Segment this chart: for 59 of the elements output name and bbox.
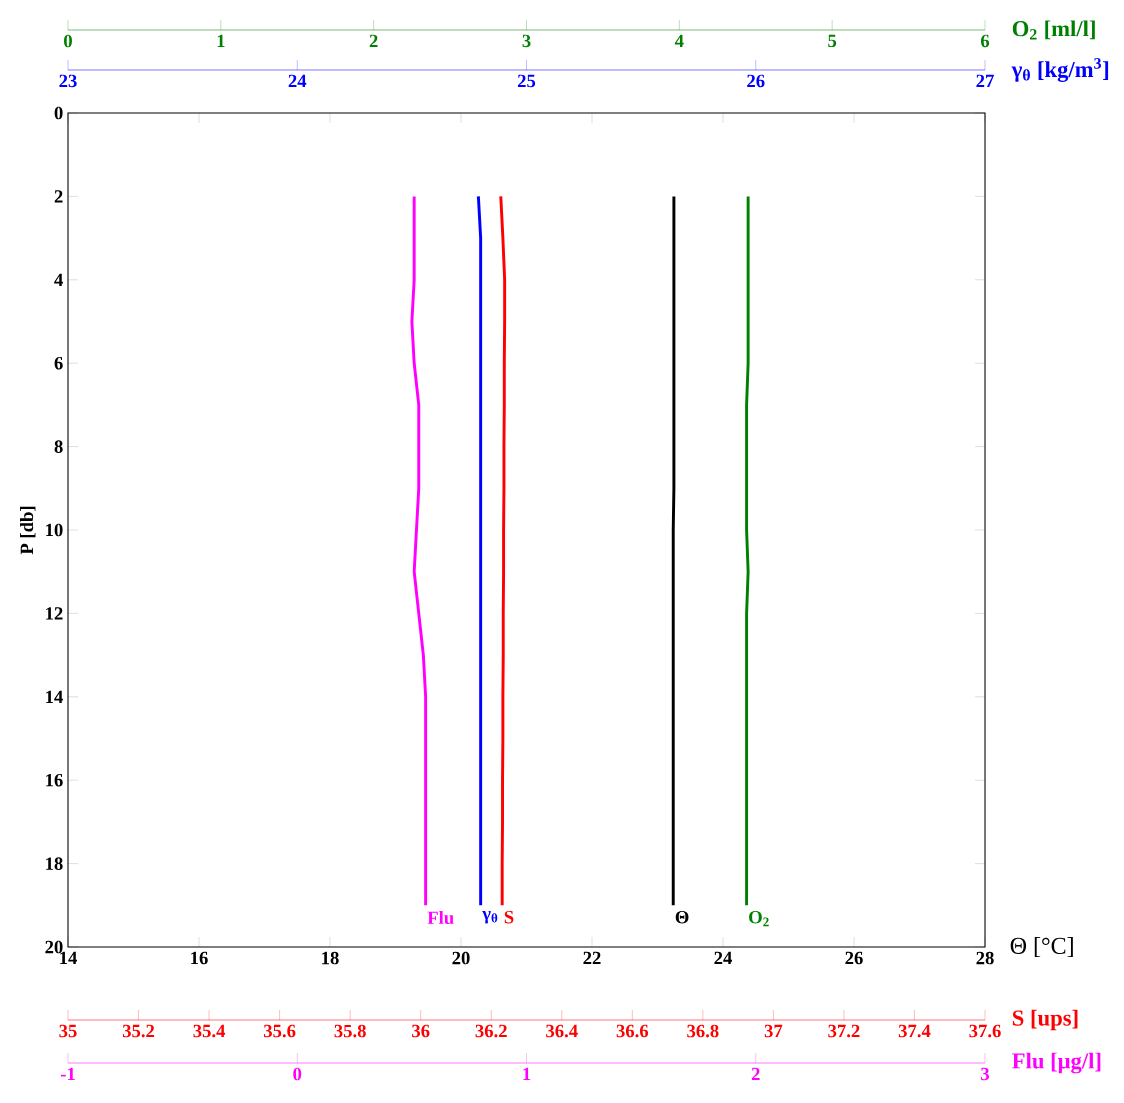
x-tick-label: 36.8 [687,1024,719,1038]
x-tick-label: 3 [981,1067,990,1081]
y-tick-label: 8 [54,440,63,453]
series-label: O$_{2}$ [749,910,769,927]
x-tick-label: 20 [452,951,470,965]
x-tick-label: 26 [845,951,863,965]
y-tick-label: 6 [54,356,63,370]
x2-axis-title: γ$_{θ}$ [kg/m$^{3}$] [1011,58,1109,82]
x2-tick-label: 4 [674,34,684,47]
x-tick-label: 28 [976,951,994,965]
x-tick-label: 22 [583,951,601,965]
x-tick-label: 35.6 [264,1024,296,1038]
x-tick-label: 36.6 [616,1024,649,1038]
x-tick-label: 35.4 [193,1024,226,1038]
x2-tick-label: 0 [64,34,72,48]
y-axis-title: P [db] [20,506,36,555]
x2-tick-label: 23 [59,74,77,88]
x-tick-label: 35 [59,1024,77,1038]
x2-tick-label: 27 [976,74,994,88]
x-tick-label: 36.2 [475,1024,507,1038]
series-label: Flu [427,910,454,925]
y-tick-label: 16 [46,773,63,787]
y-tick-label: 2 [54,190,63,203]
x2-axis-title: O$_{2}$ [ml/l] [1012,20,1095,40]
x-tick-label: 35.2 [122,1024,155,1038]
series-label: Θ [675,910,689,924]
x2-tick-label: 25 [517,74,536,88]
y-tick-label: 10 [46,523,63,537]
x-tick-label: 37.2 [828,1024,860,1038]
y-tick-label: 4 [54,273,63,286]
y-tick-label: 18 [46,857,63,870]
x-tick-label: 1 [523,1067,531,1081]
x-tick-label: 16 [191,951,208,965]
x2-tick-label: 6 [980,34,990,48]
x-tick-label: 18 [322,951,339,965]
x2-tick-label: 26 [747,74,765,88]
x2-tick-label: 5 [828,34,837,48]
x-tick-label: 35.8 [334,1024,366,1038]
x2-tick-label: 24 [288,74,307,88]
x-tick-label: 37 [764,1024,783,1038]
x-tick-label: 36.4 [546,1024,578,1038]
y-tick-label: 0 [54,106,63,120]
series-label: γ$_{θ}$ [482,910,498,924]
x-tick-label: 24 [714,951,732,965]
x-tick-label: 2 [751,1067,760,1081]
x-tick-label: 0 [293,1067,302,1081]
x-axis-title: Θ [°C] [1010,937,1073,957]
y-tick-label: 12 [46,607,63,620]
y-tick-label: 14 [46,690,63,703]
x-axis-title: Flu [μg/l] [1012,1052,1101,1074]
x-tick-label: 37.6 [969,1024,1001,1038]
x2-tick-label: 3 [522,34,531,48]
x2-tick-label: 2 [369,34,378,48]
x-tick-label: 37.4 [898,1024,931,1038]
x2-tick-label: 1 [217,34,225,48]
x-axis-title: S [ups] [1012,1009,1078,1031]
x-tick-label: -1 [60,1067,75,1081]
series-label: S [504,910,514,924]
x-tick-label: 36 [412,1024,430,1038]
